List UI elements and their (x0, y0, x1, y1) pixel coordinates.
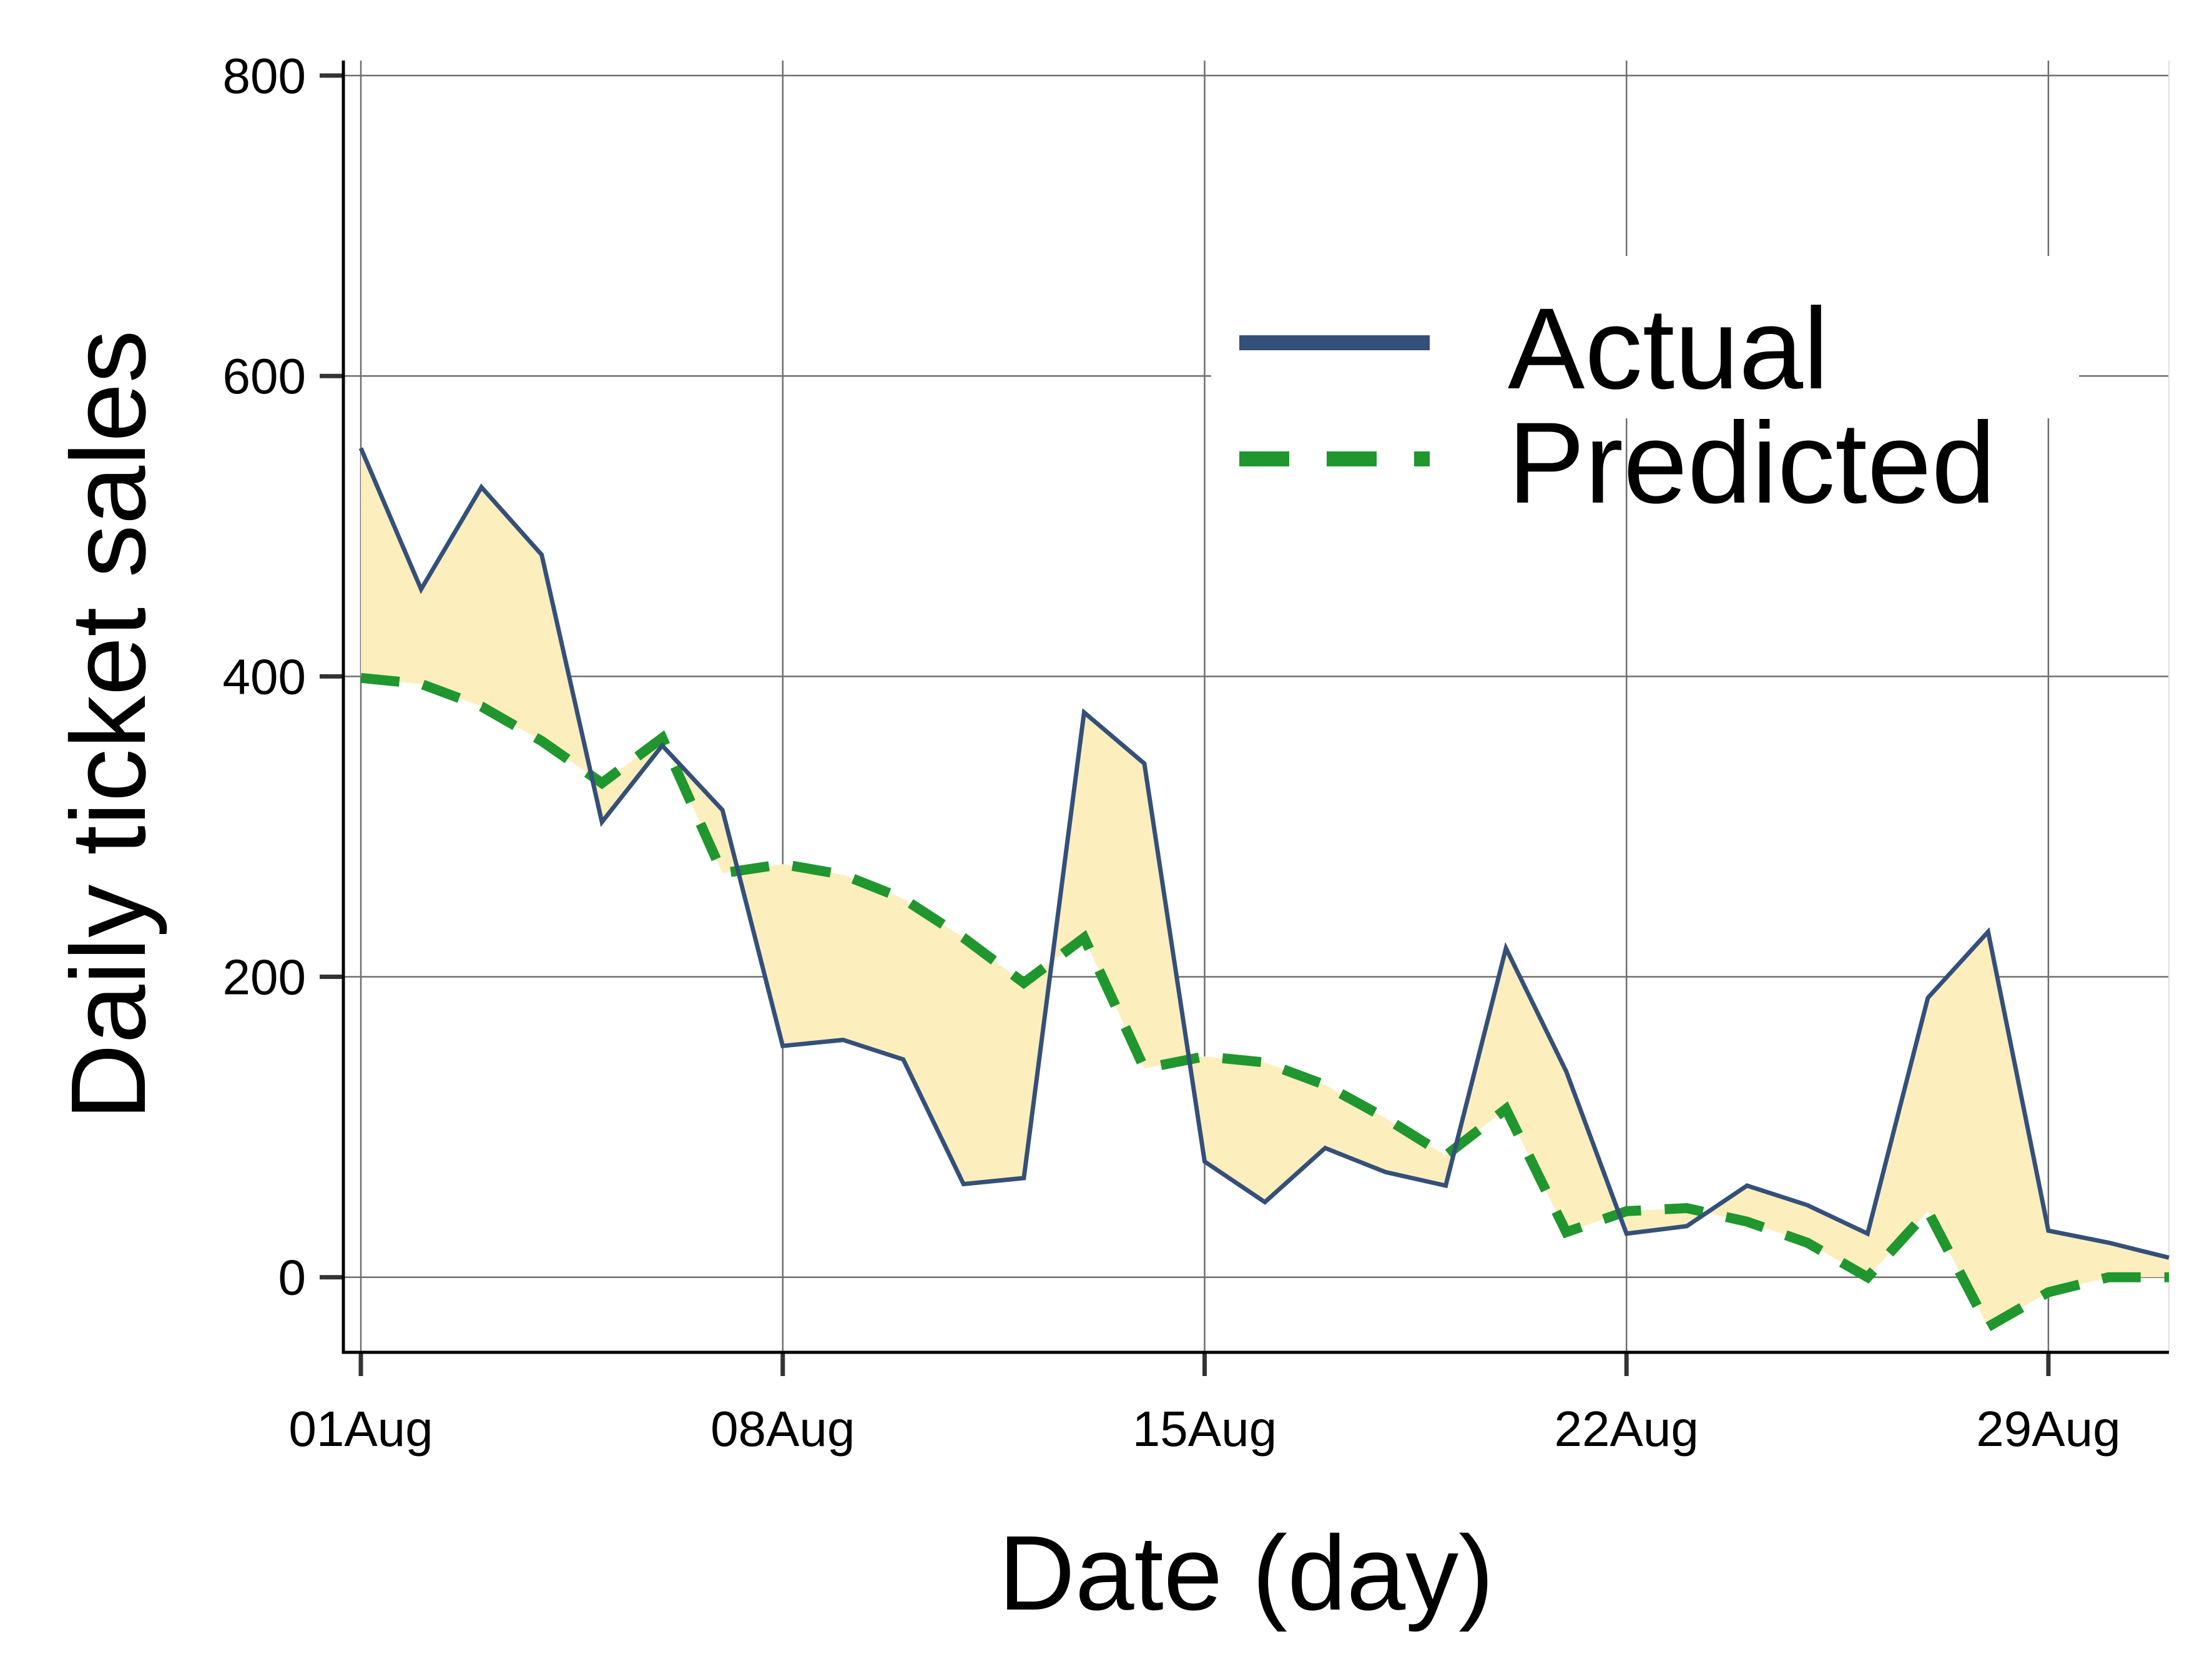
x-tick-label-22Aug: 22Aug (1555, 1401, 1699, 1457)
y-tick-label-200: 200 (223, 950, 306, 1005)
fill-between-actual-predicted (361, 448, 2169, 1327)
series-line-actual (358, 447, 2170, 1260)
x-tick-label-15Aug: 15Aug (1133, 1401, 1277, 1457)
legend: Actual Predicted (1211, 256, 2079, 528)
y-tick-label-600: 600 (223, 348, 306, 404)
legend-label-predicted: Predicted (1508, 399, 1996, 528)
x-tick-label-01Aug: 01Aug (288, 1401, 433, 1457)
gridlines (343, 61, 2170, 1352)
series-lines (358, 447, 2170, 1334)
x-tick-label-08Aug: 08Aug (710, 1401, 855, 1457)
axes: 0 200 400 600 800 01Aug 08Aug 15Aug 22Aug 29Aug (223, 48, 2169, 1457)
difference-fill-area (361, 448, 2169, 1327)
series-line-predicted (360, 672, 2169, 1334)
x-tick-label-29Aug: 29Aug (1976, 1401, 2120, 1457)
x-axis-title: Date (day) (998, 1514, 1494, 1633)
y-tick-label-400: 400 (223, 649, 306, 704)
y-tick-label-0: 0 (278, 1250, 307, 1306)
legend-label-actual: Actual (1508, 285, 1829, 413)
y-axis-title: Daily ticket sales (49, 330, 168, 1121)
y-tick-label-800: 800 (223, 48, 306, 104)
